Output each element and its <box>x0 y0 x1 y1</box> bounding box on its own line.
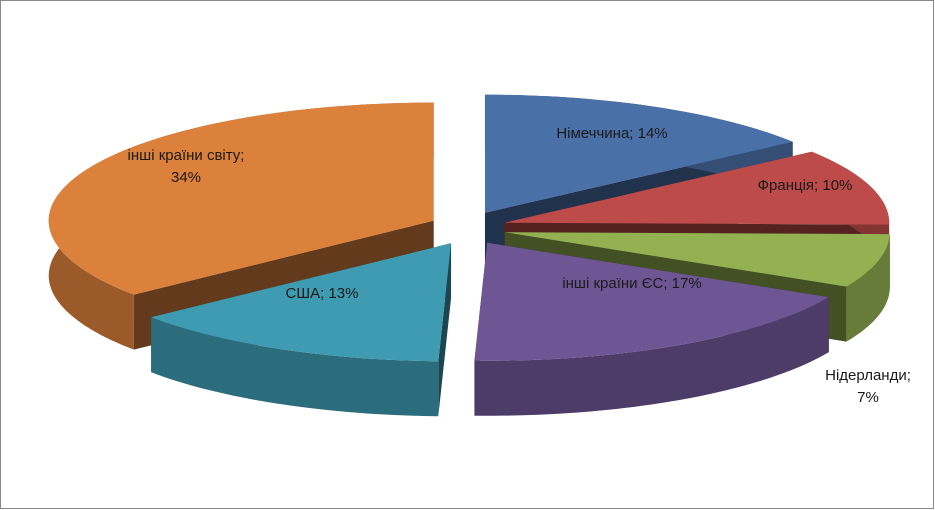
data-label: інші країни ЄС; 17% <box>562 275 701 292</box>
pie-slice <box>474 242 829 416</box>
data-label: США; 13% <box>286 285 359 302</box>
slice-top <box>48 102 434 295</box>
data-label: Франція; 10% <box>758 177 853 194</box>
slice-top <box>151 243 452 362</box>
data-label: Нідерланди; 7% <box>825 367 911 406</box>
slice-top <box>504 232 890 287</box>
data-label: Німеччина; 14% <box>556 125 667 142</box>
slice-rim <box>151 317 439 417</box>
slice-rim <box>846 234 890 342</box>
data-label: інші країни світу; 34% <box>128 147 245 186</box>
slice-top <box>484 94 793 213</box>
slice-top <box>504 151 890 225</box>
slice-rim <box>474 297 829 416</box>
slice-top <box>474 242 829 361</box>
pie-slice <box>151 243 452 417</box>
